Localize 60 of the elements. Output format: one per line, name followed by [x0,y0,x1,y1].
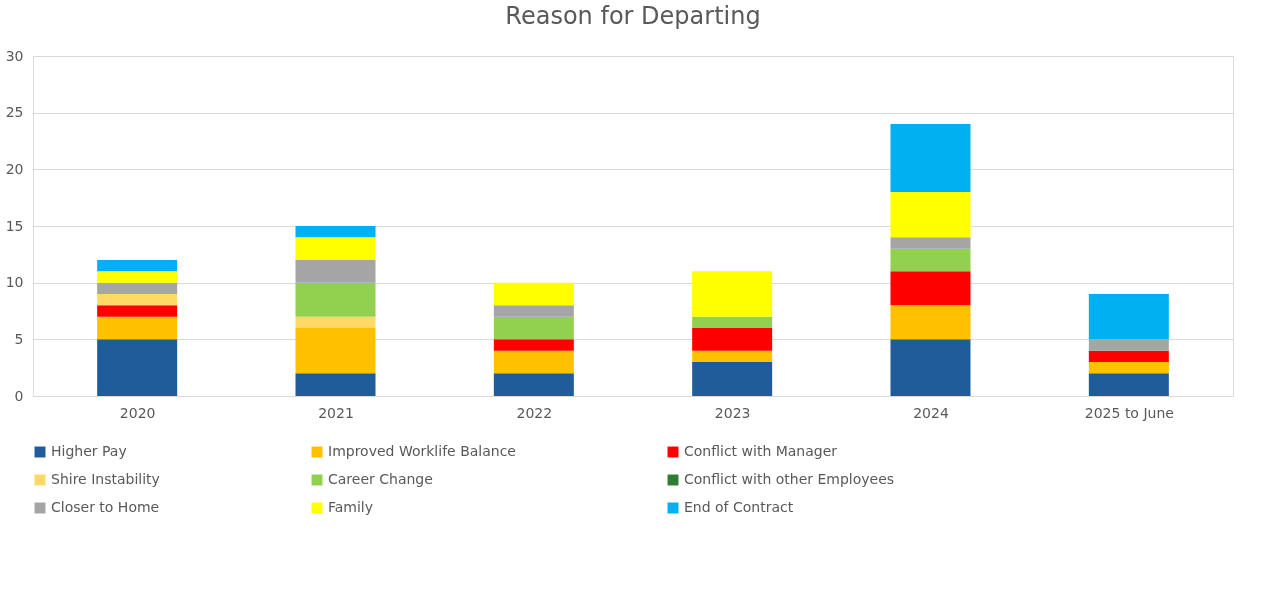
bar [1088,373,1169,396]
legend-label: Conflict with other Employees [684,471,895,487]
bar [692,316,773,328]
bar [493,316,574,340]
bar [890,271,971,306]
bar [1088,339,1169,351]
bar [295,316,376,328]
bar [97,305,178,317]
bar [890,248,971,272]
y-tick-label: 30 [5,47,24,64]
legend-label: Family [328,499,374,515]
bar [295,237,376,260]
bar [890,237,971,249]
x-tick-label: 2021 [318,404,354,421]
bar [493,350,574,374]
x-tick-label: 2023 [714,404,751,421]
x-tick-label: 2020 [119,404,156,421]
bar [295,282,376,317]
y-tick-label: 10 [5,274,24,291]
bar [1088,350,1169,362]
legend-label: Shire Instability [51,471,160,487]
bar [692,362,773,396]
bar [97,271,178,283]
bar [692,271,773,317]
bar [1088,362,1169,374]
bar [890,192,971,238]
bar [97,294,178,306]
bar [493,373,574,396]
y-tick-label: 25 [5,104,24,121]
bar [295,260,376,283]
bar [692,350,773,362]
legend-label: Higher Pay [51,443,127,459]
y-tick-label: 15 [5,217,24,234]
bar [1088,294,1169,340]
x-tick-label: 2022 [516,404,553,421]
bar [890,339,971,396]
bar [493,339,574,351]
legend-label: Closer to Home [51,499,160,515]
bar [890,305,971,340]
bar [97,282,178,294]
y-tick-label: 20 [5,160,24,177]
legend-label: Career Change [328,471,433,487]
bar [97,339,178,396]
bar [493,282,574,306]
bar [295,328,376,374]
bar [493,305,574,317]
legend-label: End of Contract [684,499,794,515]
bar [890,124,971,192]
y-tick-label: 5 [14,330,24,347]
bar [97,316,178,340]
bar [692,328,773,351]
bar [295,373,376,396]
bar [295,226,376,238]
x-tick-label: 2024 [913,404,949,421]
legend-label: Improved Worklife Balance [328,443,516,459]
legend-label: Conflict with Manager [684,443,838,459]
chart-title: Reason for Departing [505,2,761,30]
bar [97,260,178,272]
x-tick-label: 2025 to June [1084,404,1174,421]
y-tick-label: 0 [14,387,24,404]
